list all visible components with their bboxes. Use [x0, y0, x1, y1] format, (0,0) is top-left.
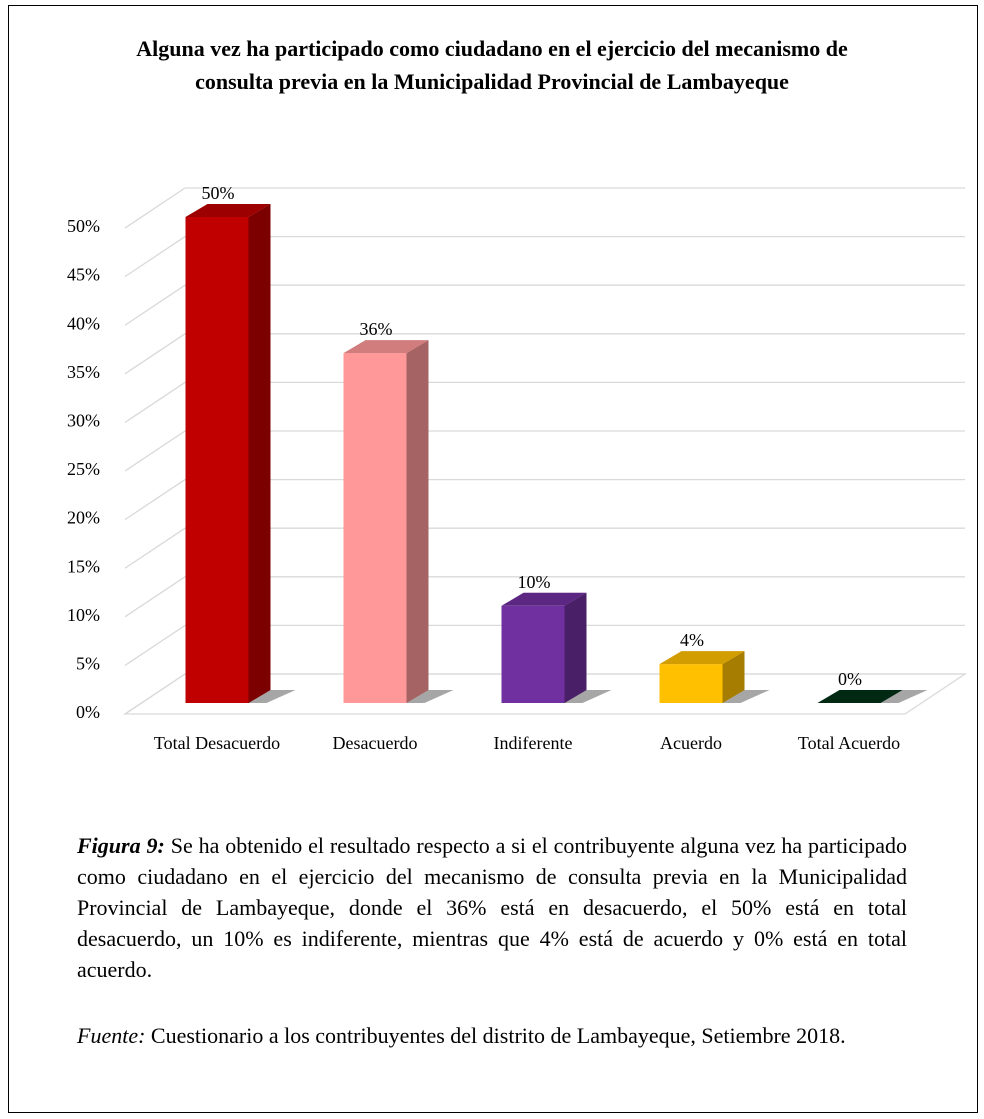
grid-diagonal — [124, 430, 186, 472]
value-label: 4% — [680, 630, 704, 650]
value-label: 10% — [518, 572, 551, 592]
chart: 0% 5% 10% 15% 20% 25% 30% 35% 40% 45% 50% Total Des… — [67, 183, 968, 753]
bar — [185, 217, 249, 703]
bar-top — [185, 204, 271, 217]
y-tick-label: 15% — [67, 556, 100, 576]
y-tick-label: 10% — [67, 605, 100, 625]
x-tick-label: Total Acuerdo — [798, 733, 900, 753]
x-tick-label: Acuerdo — [660, 733, 722, 753]
y-tick-label: 50% — [67, 216, 100, 236]
caption-text: Se ha obtenido el resultado respecto a s… — [77, 833, 907, 982]
y-tick-label: 0% — [76, 702, 100, 722]
x-tick-label: Total Desacuerdo — [154, 733, 280, 753]
bar-top-shade — [343, 340, 429, 354]
bar-side — [722, 651, 745, 703]
bar — [659, 664, 723, 703]
bar-side — [406, 340, 429, 703]
bar-top-shade — [659, 651, 745, 665]
bar-side-shade — [248, 204, 271, 703]
bar-top-shade — [817, 690, 903, 703]
floor — [122, 673, 968, 715]
bar — [501, 605, 565, 703]
y-tick-label: 30% — [67, 411, 100, 431]
grid-diagonal — [124, 479, 186, 521]
chart-title: Alguna vez ha participado como ciudadano… — [136, 36, 848, 94]
x-tick-label: Indiferente — [494, 733, 573, 753]
bar-side — [564, 592, 587, 703]
y-tick-label: 35% — [67, 362, 100, 382]
grid-diagonal — [124, 284, 186, 326]
bar-side-shade — [406, 340, 429, 703]
bar-top-shade — [501, 592, 587, 606]
y-tick-label: 20% — [67, 508, 100, 528]
value-label: 0% — [838, 669, 862, 689]
x-tick-label: Desacuerdo — [333, 733, 418, 753]
caption-label: Figura 9: — [77, 833, 165, 858]
bar-top — [343, 340, 429, 354]
y-tick-label: 40% — [67, 313, 100, 333]
value-label: 36% — [360, 319, 393, 339]
source: Fuente: Cuestionario a los contribuyente… — [77, 1020, 907, 1051]
source-text: Cuestionario a los contribuyentes del di… — [150, 1023, 846, 1048]
source-label: Fuente: — [77, 1023, 146, 1048]
y-tick-label: 45% — [67, 265, 100, 285]
grid-diagonal — [124, 576, 186, 618]
bar — [343, 353, 407, 703]
bar-top — [501, 592, 587, 606]
bar-top-shade — [185, 204, 271, 217]
bar-side-shade — [722, 651, 745, 703]
grid-diagonal — [124, 236, 186, 278]
grid-diagonal — [124, 381, 186, 423]
bar-side-shade — [564, 592, 587, 703]
bar-side — [248, 204, 271, 703]
grid-diagonal — [124, 527, 186, 569]
value-label: 50% — [202, 183, 235, 203]
bar-top — [659, 651, 745, 665]
grid-diagonal — [124, 333, 186, 375]
y-tick-label: 25% — [67, 459, 100, 479]
caption: Figura 9: Se ha obtenido el resultado re… — [77, 830, 907, 985]
bar-top — [817, 690, 903, 703]
grid-diagonal — [124, 624, 186, 666]
frame — [8, 5, 978, 1113]
y-tick-label: 5% — [76, 654, 100, 674]
grid-diagonal — [124, 187, 186, 229]
